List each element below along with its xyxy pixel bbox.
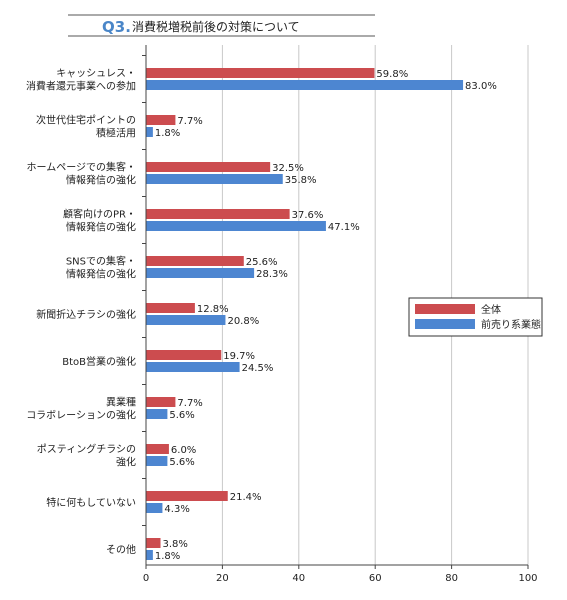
category-label: 情報発信の強化 — [66, 174, 136, 187]
data-label: 24.5% — [242, 363, 274, 374]
axes: 0 20 40 60 80 100 — [142, 45, 538, 584]
x-tick-label: 60 — [369, 573, 382, 584]
chart-title: Q3. 消費税増税前後の対策について — [68, 14, 375, 37]
bar — [146, 409, 168, 419]
legend-label: 全体 — [481, 303, 501, 316]
x-tick-label: 100 — [518, 573, 537, 584]
title-text: 消費税増税前後の対策について — [132, 19, 300, 34]
category-label: その他 — [106, 543, 136, 556]
bar — [146, 397, 176, 407]
bar — [146, 115, 176, 125]
bar — [146, 362, 240, 372]
data-label: 32.5% — [272, 163, 304, 174]
data-label: 21.4% — [230, 492, 262, 503]
bar — [146, 268, 255, 278]
category-label: ホームページでの集客・ — [27, 161, 137, 174]
data-label: 3.8% — [163, 539, 188, 550]
category-labels: キャッシュレス・消費者還元事業への参加次世代住宅ポイントの積極活用ホームページで… — [26, 69, 136, 557]
category-label: 強化 — [116, 456, 136, 469]
bar — [146, 221, 326, 231]
value-labels: 59.8%83.0%7.7%1.8%32.5%35.8%37.6%47.1%25… — [155, 69, 497, 562]
category-label: 情報発信の強化 — [66, 268, 136, 281]
category-label: 新聞折込チラシの強化 — [36, 308, 136, 321]
x-tick-label: 20 — [216, 573, 229, 584]
bars — [146, 68, 464, 560]
category-label: 顧客向けのPR・ — [63, 208, 136, 221]
bar — [146, 209, 290, 219]
data-label: 19.7% — [223, 351, 255, 362]
legend-label: 前売り系業態 — [481, 318, 541, 331]
bar — [146, 456, 168, 466]
legend-swatch — [415, 304, 475, 314]
data-label: 59.8% — [376, 69, 408, 80]
bar — [146, 303, 195, 313]
bar — [146, 162, 271, 172]
title-label: Q3. — [102, 18, 131, 36]
category-label: 次世代住宅ポイントの — [36, 114, 136, 127]
data-label: 47.1% — [328, 222, 360, 233]
bar — [146, 127, 153, 137]
bar — [146, 503, 163, 513]
data-label: 1.8% — [155, 551, 180, 562]
data-label: 5.6% — [169, 457, 194, 468]
data-label: 25.6% — [246, 257, 278, 268]
bar — [146, 80, 464, 90]
bar — [146, 256, 244, 266]
bar — [146, 350, 222, 360]
category-label: キャッシュレス・ — [56, 69, 136, 80]
bar — [146, 550, 153, 560]
x-tick-label: 80 — [445, 573, 458, 584]
data-label: 4.3% — [164, 504, 189, 515]
legend-swatch — [415, 319, 475, 329]
data-label: 12.8% — [197, 304, 229, 315]
bar — [146, 491, 228, 501]
data-label: 6.0% — [171, 445, 196, 456]
x-tick-label: 0 — [143, 573, 149, 584]
category-label: 消費者還元事業への参加 — [26, 80, 136, 93]
data-label: 83.0% — [465, 81, 497, 92]
category-label: 異業種 — [106, 396, 136, 409]
data-label: 28.3% — [256, 269, 288, 280]
data-label: 5.6% — [169, 410, 194, 421]
bar — [146, 68, 375, 78]
category-label: BtoB営業の強化 — [62, 355, 136, 368]
bar — [146, 444, 169, 454]
category-label: SNSでの集客・ — [66, 255, 136, 268]
data-label: 1.8% — [155, 128, 180, 139]
category-label: 積極活用 — [96, 127, 136, 140]
category-label: 特に何もしていない — [46, 496, 136, 509]
data-label: 20.8% — [227, 316, 259, 327]
category-label: ポスティングチラシの — [37, 443, 136, 456]
data-label: 7.7% — [177, 116, 202, 127]
data-label: 37.6% — [292, 210, 324, 221]
category-label: コラボレーションの強化 — [26, 409, 136, 422]
bar — [146, 538, 161, 548]
category-label: 情報発信の強化 — [66, 221, 136, 234]
x-tick-label: 40 — [292, 573, 305, 584]
data-label: 35.8% — [285, 175, 317, 186]
bar — [146, 174, 283, 184]
bar — [146, 315, 226, 325]
data-label: 7.7% — [177, 398, 202, 409]
